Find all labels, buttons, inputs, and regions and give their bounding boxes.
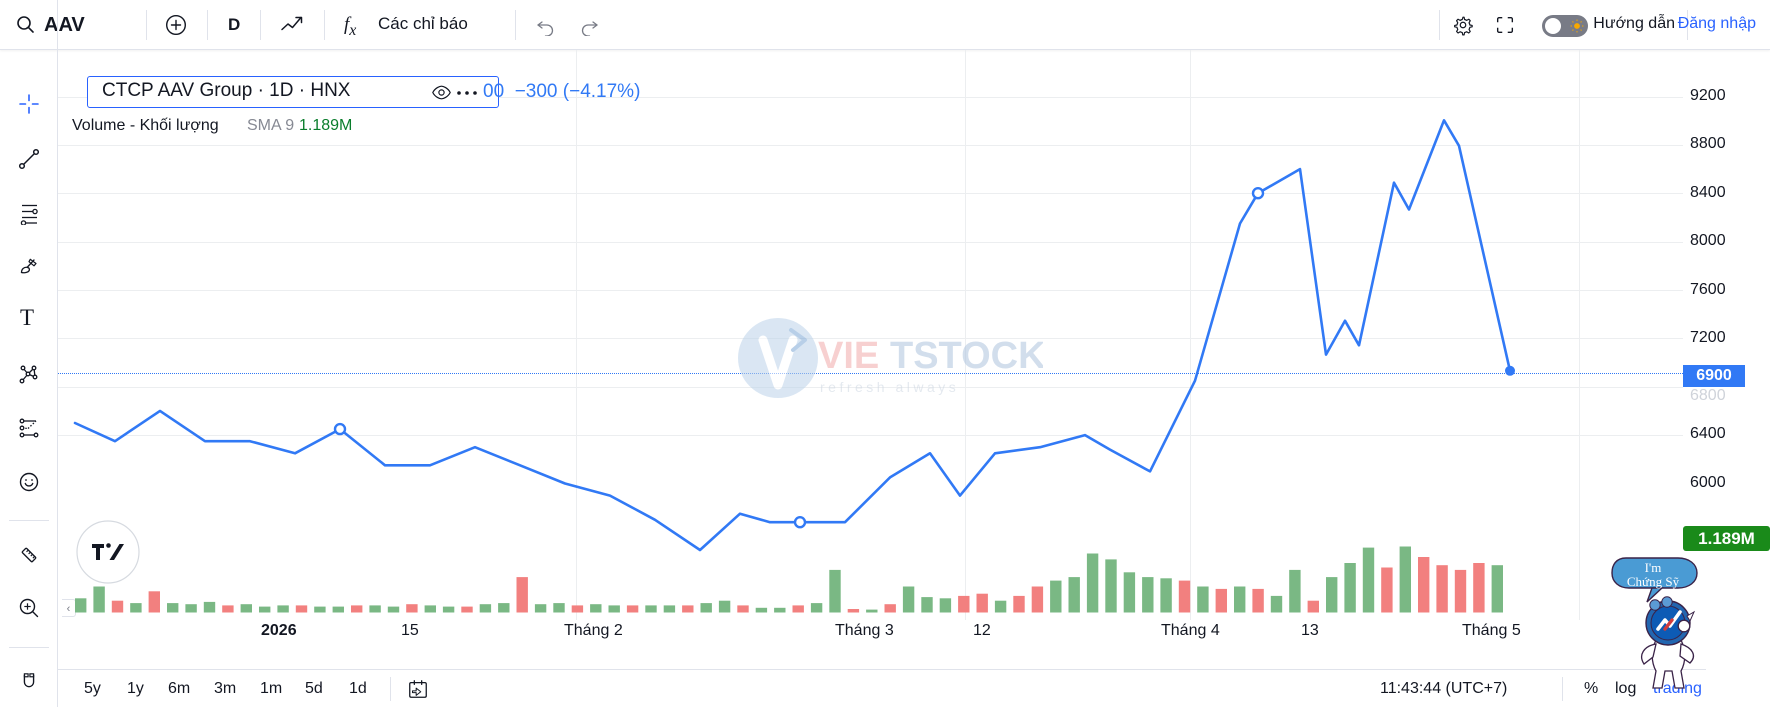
svg-text:Chứng Sỹ: Chứng Sỹ bbox=[1627, 574, 1680, 589]
svg-text:I'm: I'm bbox=[1645, 560, 1662, 575]
